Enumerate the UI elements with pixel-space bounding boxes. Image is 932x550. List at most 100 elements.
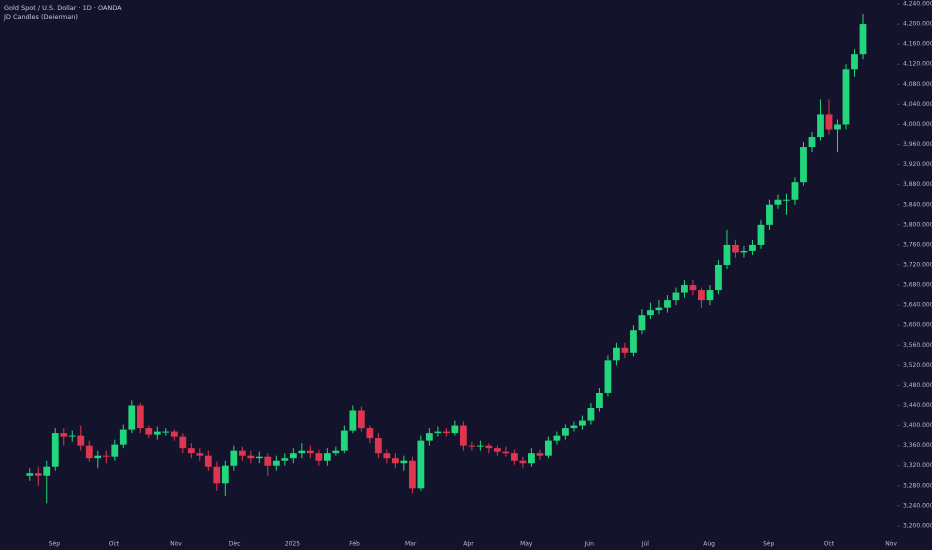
candle-body xyxy=(630,330,637,353)
x-tick-label: Aug xyxy=(703,541,715,548)
candle-body xyxy=(451,425,459,434)
y-tick-label: 3,520.000 xyxy=(903,362,932,369)
candle-body xyxy=(51,433,59,467)
candle-body xyxy=(170,431,178,437)
candle-body xyxy=(94,455,102,459)
candle-body xyxy=(459,425,467,446)
candle-body xyxy=(434,431,442,434)
candle-body xyxy=(68,435,76,437)
candle-body xyxy=(204,455,212,467)
candle-body xyxy=(766,204,773,225)
candle-body xyxy=(102,455,110,457)
candle-body xyxy=(842,69,850,125)
candle-body xyxy=(221,465,229,484)
candle-body xyxy=(349,410,357,431)
candle-body xyxy=(851,54,858,70)
candle-body xyxy=(519,460,527,464)
candle-body xyxy=(255,456,263,459)
candle-body xyxy=(374,438,382,454)
candle-body xyxy=(323,453,331,461)
y-tick-label: 4,120.000 xyxy=(903,61,932,68)
candle-body xyxy=(196,453,204,456)
y-tick-label: 3,440.000 xyxy=(903,402,932,409)
candle-body xyxy=(655,307,663,311)
candle-body xyxy=(417,440,425,489)
candle-body xyxy=(587,408,595,421)
x-tick-label: Sep xyxy=(49,541,61,548)
x-tick-label: Oct xyxy=(109,541,120,548)
y-tick-label: 4,040.000 xyxy=(903,101,932,108)
y-tick-label: 3,600.000 xyxy=(903,322,932,329)
candle-body xyxy=(272,460,280,466)
y-tick-label: 3,880.000 xyxy=(903,181,932,188)
candle-body xyxy=(34,473,42,476)
candle-body xyxy=(774,199,782,205)
candle-body xyxy=(783,199,790,201)
y-tick-label: 3,800.000 xyxy=(903,221,932,228)
candle-body xyxy=(306,450,314,454)
candle-body xyxy=(281,458,289,461)
candle-body xyxy=(179,436,187,449)
candle-body xyxy=(213,466,221,484)
candle-body xyxy=(732,244,739,253)
candle-body xyxy=(596,392,603,409)
candle-body xyxy=(264,456,272,466)
y-tick-label: 3,280.000 xyxy=(903,482,932,489)
candle-body xyxy=(230,450,238,466)
candle-body xyxy=(723,244,731,265)
candle-body xyxy=(340,430,348,451)
candle-body xyxy=(672,292,680,301)
x-tick-label: Feb xyxy=(349,541,360,548)
candle-body xyxy=(442,431,450,434)
candle-body xyxy=(604,360,612,393)
candle-body xyxy=(298,450,306,454)
candle-body xyxy=(476,445,484,447)
x-tick-label: Dec xyxy=(229,541,241,548)
candle-body xyxy=(706,290,714,301)
candle-body xyxy=(536,453,544,456)
x-tick-label: 2025 xyxy=(285,541,300,548)
candle-body xyxy=(664,300,671,308)
candle-body xyxy=(247,455,255,459)
candle-body xyxy=(681,285,688,293)
candle-body xyxy=(289,453,297,459)
y-tick-label: 3,360.000 xyxy=(903,442,932,449)
candle-body xyxy=(647,310,654,316)
candle-body xyxy=(332,450,340,454)
x-tick-label: Jul xyxy=(641,541,650,548)
candle-body xyxy=(570,425,578,429)
candle-body xyxy=(749,244,756,251)
candle-body xyxy=(638,315,646,331)
candle-body xyxy=(579,420,586,426)
x-tick-label: Apr xyxy=(463,541,474,548)
candle-body xyxy=(698,290,705,301)
x-tick-label: May xyxy=(520,541,533,548)
y-tick-label: 3,960.000 xyxy=(903,141,932,148)
candle-body xyxy=(613,347,620,361)
candle-body xyxy=(791,182,799,200)
candle-body xyxy=(383,453,391,459)
candle-body xyxy=(562,428,569,436)
candle-body xyxy=(621,347,629,353)
y-tick-label: 3,400.000 xyxy=(903,422,932,429)
candle-body xyxy=(357,410,365,429)
candle-body xyxy=(715,264,722,291)
candle-body xyxy=(740,250,748,253)
candle-body xyxy=(400,460,408,464)
candle-body xyxy=(510,453,518,461)
y-tick-label: 3,480.000 xyxy=(903,382,932,389)
candle-body xyxy=(85,445,93,459)
candle-body xyxy=(153,431,161,435)
x-tick-label: Mar xyxy=(405,541,417,548)
candle-body xyxy=(128,405,136,430)
chart-title: Gold Spot / U.S. Dollar · 1D · OANDA xyxy=(4,4,122,12)
candle-body xyxy=(366,428,374,439)
y-tick-label: 4,160.000 xyxy=(903,41,932,48)
candle-body xyxy=(408,460,416,489)
indicator-name: JD Candles (Deierman) xyxy=(3,13,78,21)
candle-body xyxy=(859,24,867,55)
candle-body xyxy=(425,433,433,441)
